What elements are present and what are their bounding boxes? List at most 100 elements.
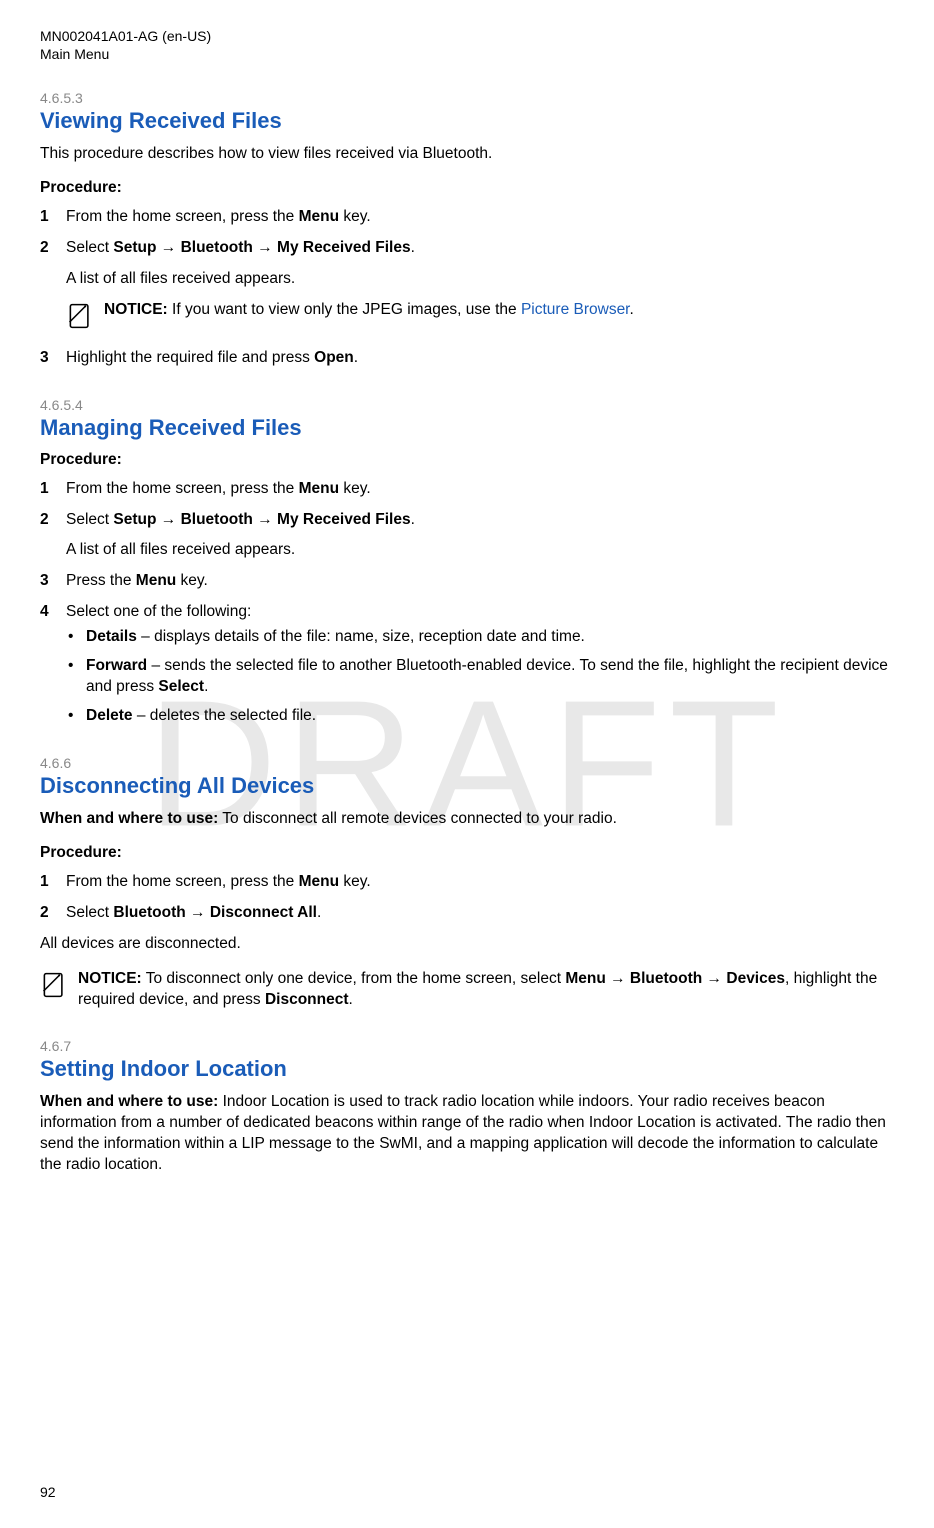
section-number: 4.6.5.4 [40,397,894,413]
procedure-step: 1 From the home screen, press the Menu k… [66,207,894,228]
step-bold: Menu [299,208,339,225]
notice-body: . [630,301,634,318]
bullet-text: – deletes the selected file. [133,707,317,724]
procedure-list: 1 From the home screen, press the Menu k… [40,872,894,924]
procedure-label: Procedure: [40,844,894,862]
step-text: → [156,239,180,256]
step-number: 4 [40,602,49,623]
notice-icon [66,302,94,330]
page-number: 92 [40,1484,56,1500]
step-text: . [317,904,321,921]
step-text: → [253,239,277,256]
step-text: → [253,511,277,528]
notice-text: NOTICE: If you want to view only the JPE… [104,300,634,321]
bullet-bold: Delete [86,707,133,724]
step-bold: Bluetooth [181,511,253,528]
bullet-list: Details – displays details of the file: … [66,627,894,727]
step-bold: Open [314,349,354,366]
procedure-step: 4 Select one of the following: Details –… [66,602,894,727]
section-number: 4.6.6 [40,755,894,771]
step-bold: Menu [136,572,176,589]
notice-bold: Menu [565,970,605,987]
notice-text: NOTICE: To disconnect only one device, f… [78,969,894,1011]
procedure-step: 3 Highlight the required file and press … [66,348,894,369]
when-where-text: To disconnect all remote devices connect… [218,810,617,827]
step-bold: Menu [299,873,339,890]
step-number: 3 [40,571,49,592]
bullet-bold: Details [86,628,137,645]
notice-body: → [702,970,726,987]
bullet-text: – displays details of the file: name, si… [137,628,585,645]
notice-body: → [606,970,630,987]
procedure-list: 1 From the home screen, press the Menu k… [40,207,894,369]
step-text: Select one of the following: [66,603,251,620]
section-title: Managing Received Files [40,415,894,441]
list-item: Details – displays details of the file: … [86,627,894,648]
step-number: 1 [40,872,49,893]
step-number: 1 [40,479,49,500]
notice-block: NOTICE: If you want to view only the JPE… [66,300,894,330]
step-text: Highlight the required file and press [66,349,314,366]
step-text: Select [66,511,113,528]
when-where-block: When and where to use: To disconnect all… [40,809,894,830]
bullet-bold: Select [158,678,204,695]
step-number: 2 [40,510,49,531]
step-bold: Setup [113,511,156,528]
notice-label: NOTICE: [78,970,142,987]
step-bold: Menu [299,480,339,497]
notice-body: If you want to view only the JPEG images… [168,301,521,318]
step-text: key. [339,480,371,497]
step-text: key. [339,873,371,890]
picture-browser-link[interactable]: Picture Browser [521,301,630,318]
list-item: Delete – deletes the selected file. [86,706,894,727]
procedure-step: 1 From the home screen, press the Menu k… [66,479,894,500]
notice-block: NOTICE: To disconnect only one device, f… [40,969,894,1011]
step-text: . [354,349,358,366]
step-text: Press the [66,572,136,589]
notice-bold: Devices [726,970,785,987]
section-title: Viewing Received Files [40,108,894,134]
section-number: 4.6.5.3 [40,90,894,106]
when-where-block: When and where to use: Indoor Location i… [40,1092,894,1176]
section-title: Setting Indoor Location [40,1056,894,1082]
step-bold: Disconnect All [210,904,317,921]
after-text: All devices are disconnected. [40,934,894,955]
notice-label: NOTICE: [104,301,168,318]
page-content: MN002041A01-AG (en-US) Main Menu 4.6.5.3… [40,28,894,1176]
step-number: 1 [40,207,49,228]
procedure-label: Procedure: [40,179,894,197]
step-text: → [156,511,180,528]
step-bold: Setup [113,239,156,256]
step-text: . [411,511,415,528]
step-text: → [186,904,210,921]
notice-bold: Disconnect [265,991,349,1008]
procedure-step: 3 Press the Menu key. [66,571,894,592]
when-where-label: When and where to use: [40,810,218,827]
notice-body: To disconnect only one device, from the … [142,970,566,987]
step-text: From the home screen, press the [66,480,299,497]
procedure-label: Procedure: [40,451,894,469]
step-number: 2 [40,903,49,924]
section-intro: This procedure describes how to view fil… [40,144,894,165]
notice-body: . [349,991,353,1008]
step-text: Select [66,904,113,921]
step-number: 2 [40,238,49,259]
step-number: 3 [40,348,49,369]
notice-bold: Bluetooth [630,970,702,987]
doc-id: MN002041A01-AG (en-US) [40,28,894,44]
step-text: . [411,239,415,256]
procedure-step: 2 Select Setup → Bluetooth → My Received… [66,238,894,330]
step-text: key. [339,208,371,225]
section-title: Disconnecting All Devices [40,773,894,799]
step-subtext: A list of all files received appears. [66,269,894,290]
step-text: From the home screen, press the [66,208,299,225]
procedure-step: 1 From the home screen, press the Menu k… [66,872,894,893]
list-item: Forward – sends the selected file to ano… [86,656,894,698]
step-bold: Bluetooth [181,239,253,256]
doc-chapter: Main Menu [40,46,894,62]
procedure-step: 2 Select Setup → Bluetooth → My Received… [66,510,894,562]
when-where-label: When and where to use: [40,1093,218,1110]
step-bold: My Received Files [277,239,411,256]
step-bold: My Received Files [277,511,411,528]
step-subtext: A list of all files received appears. [66,540,894,561]
